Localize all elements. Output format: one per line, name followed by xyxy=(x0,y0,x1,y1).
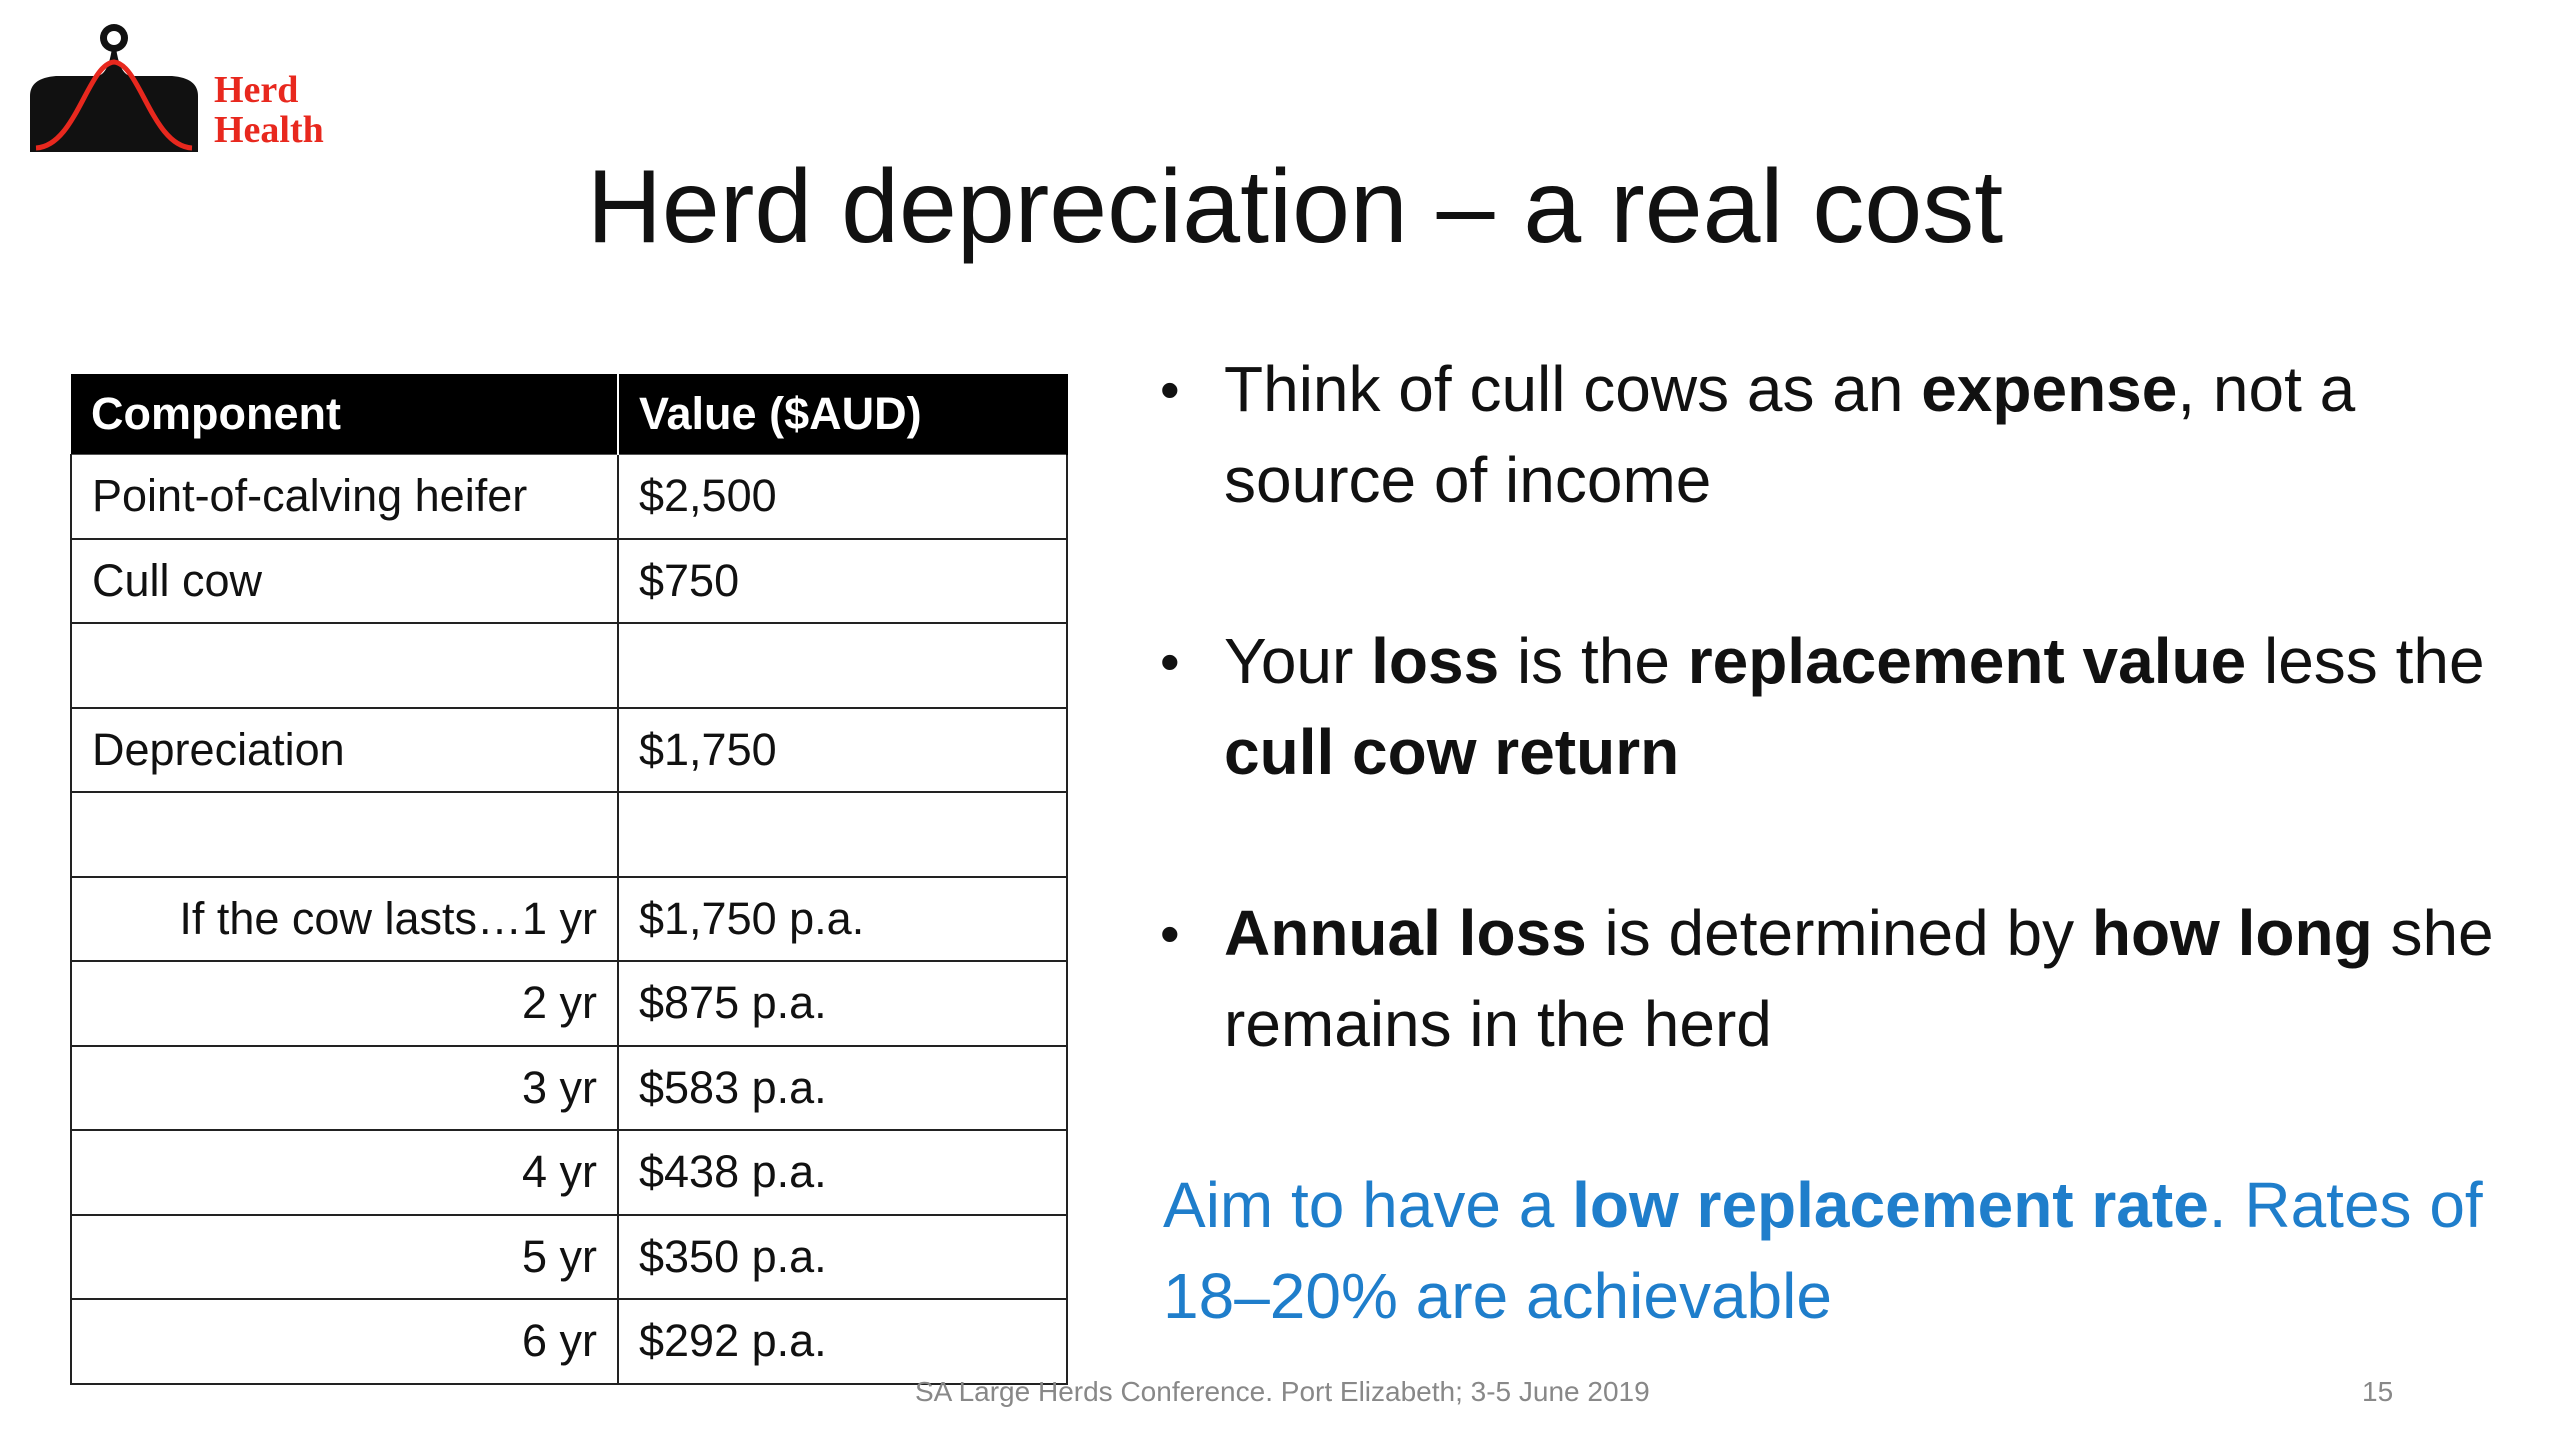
cell-component: Depreciation xyxy=(70,707,619,793)
bullet-item: • Think of cull cows as an expense, not … xyxy=(1160,344,2510,526)
cell-value: $583 p.a. xyxy=(617,1045,1068,1131)
slide-footer: SA Large Herds Conference. Port Elizabet… xyxy=(915,1376,1650,1407)
bullet-text: Your xyxy=(1224,625,1372,697)
bullet-text: is determined by xyxy=(1586,897,2092,969)
cell-value: $350 p.a. xyxy=(617,1214,1068,1300)
cell-component: 6 yr xyxy=(70,1298,619,1385)
bullet-emphasis: cull cow return xyxy=(1224,716,1680,788)
bullet-dot-icon: • xyxy=(1160,358,1180,421)
logo-line-2: Health xyxy=(214,109,324,151)
table-row: 2 yr $875 p.a. xyxy=(70,960,1068,1047)
bullet-text: is the xyxy=(1499,625,1688,697)
table-row: 6 yr $292 p.a. xyxy=(70,1298,1068,1385)
table-row: 3 yr $583 p.a. xyxy=(70,1045,1068,1131)
logo-line-1: Herd xyxy=(214,69,299,111)
bullet-text: , not a source of income xyxy=(1224,353,2356,516)
aim-text: Aim to have a xyxy=(1163,1169,1573,1241)
bullet-dot-icon: • xyxy=(1160,902,1180,965)
header-value: Value ($AUD) xyxy=(618,374,1068,454)
table-row: If the cow lasts…1 yr $1,750 p.a. xyxy=(70,876,1068,962)
bullet-emphasis: loss xyxy=(1371,625,1500,697)
bullet-emphasis: Annual loss xyxy=(1224,897,1587,969)
bullet-item: • Your loss is the replacement value les… xyxy=(1160,616,2510,798)
cell-value: $750 xyxy=(617,538,1068,624)
table-row: 4 yr $438 p.a. xyxy=(70,1129,1068,1216)
table-row: 5 yr $350 p.a. xyxy=(70,1214,1068,1300)
bullet-list: • Think of cull cows as an expense, not … xyxy=(1160,344,2510,1160)
cell-value: $1,750 xyxy=(617,707,1068,793)
bullet-emphasis: how long xyxy=(2091,897,2373,969)
cell-value xyxy=(617,791,1068,878)
depreciation-table: Component Value ($AUD) Point-of-calving … xyxy=(70,374,1068,1385)
herd-health-logo: Herd Health xyxy=(26,18,346,158)
header-component: Component xyxy=(71,374,619,454)
cell-component: Point-of-calving heifer xyxy=(70,453,619,540)
table-row xyxy=(70,791,1068,878)
aim-callout: Aim to have a low replacement rate. Rate… xyxy=(1163,1160,2523,1342)
cell-component: If the cow lasts…1 yr xyxy=(70,876,619,962)
logo-text: Herd Health xyxy=(214,70,324,150)
cell-value: $1,750 p.a. xyxy=(617,876,1068,962)
cell-component: Cull cow xyxy=(70,538,619,624)
table-row xyxy=(70,622,1068,709)
table-row: Cull cow $750 xyxy=(70,538,1068,624)
page-number: 15 xyxy=(2362,1376,2394,1407)
bullet-text: less the xyxy=(2246,625,2485,697)
cell-value: $292 p.a. xyxy=(617,1298,1068,1385)
cell-component: 4 yr xyxy=(70,1129,619,1216)
cell-component xyxy=(70,622,619,709)
table-row: Point-of-calving heifer $2,500 xyxy=(70,453,1068,540)
bullet-text: Think of cull cows as an xyxy=(1224,353,1922,425)
cell-value: $438 p.a. xyxy=(617,1129,1068,1216)
cell-value: $875 p.a. xyxy=(617,960,1068,1047)
slide-title: Herd depreciation – a real cost xyxy=(586,149,2004,265)
aim-emphasis: low replacement rate xyxy=(1572,1169,2209,1241)
cell-component xyxy=(70,791,619,878)
aim-text: . Rates of 18–20% are achievable xyxy=(1163,1169,2483,1332)
bullet-text: she remains in the herd xyxy=(1224,897,2494,1060)
bell-curve-logo-icon xyxy=(30,24,198,152)
cell-component: 2 yr xyxy=(70,960,619,1047)
bullet-dot-icon: • xyxy=(1160,630,1180,693)
cell-value xyxy=(617,622,1068,709)
table-row: Depreciation $1,750 xyxy=(70,707,1068,793)
cell-component: 5 yr xyxy=(70,1214,619,1300)
cell-component: 3 yr xyxy=(70,1045,619,1131)
table-header-row: Component Value ($AUD) xyxy=(71,374,1068,454)
bullet-emphasis: replacement value xyxy=(1687,625,2247,697)
cell-value: $2,500 xyxy=(617,453,1068,540)
bullet-item: • Annual loss is determined by how long … xyxy=(1160,888,2510,1070)
bullet-emphasis: expense xyxy=(1921,353,2178,425)
